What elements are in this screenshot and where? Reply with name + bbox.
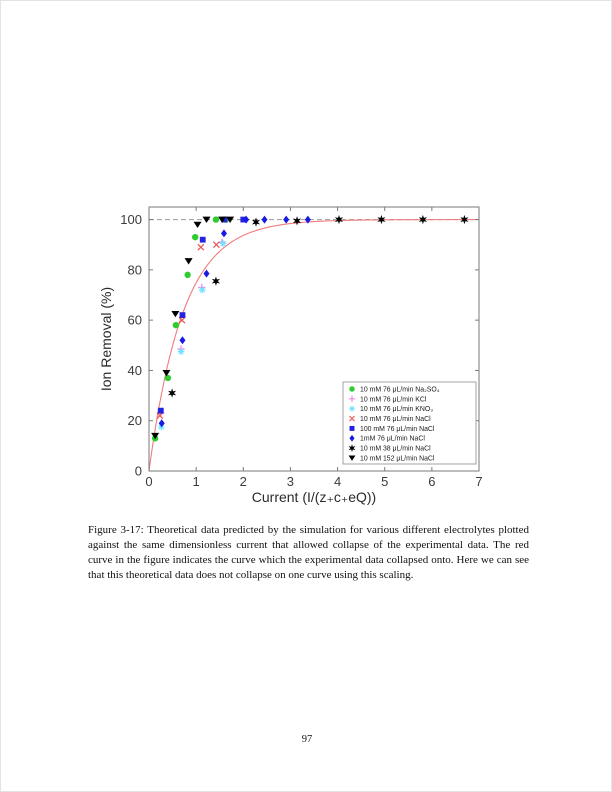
series-7 <box>151 216 235 440</box>
x-tick-label: 7 <box>475 474 482 489</box>
y-tick-label: 60 <box>128 313 142 328</box>
x-tick-label: 1 <box>193 474 200 489</box>
legend-entry-label: 10 mM 76 μL/min Na₂SO₄ <box>360 386 440 393</box>
legend-entry-2: 10 mM 76 μL/min KNO₃ <box>349 405 433 413</box>
legend-entry-label: 10 mM 38 μL/min NaCl <box>360 446 431 453</box>
y-tick-label: 80 <box>128 262 142 277</box>
legend-entry-5: 1mM 76 μL/min NaCl <box>349 434 425 443</box>
plot-box <box>148 206 480 472</box>
x-axis-label: Current (I/(z₊c₊eQ)) <box>252 489 376 505</box>
x-tick-label: 6 <box>428 474 435 489</box>
series-0 <box>151 216 230 442</box>
legend-box <box>342 381 477 465</box>
y-tick-label: 40 <box>128 363 142 378</box>
legend-entry-label: 1mM 76 μL/min NaCl <box>360 436 425 443</box>
series-5 <box>158 215 311 428</box>
legend-entry-4: 100 mM 76 μL/min NaCl <box>349 426 435 433</box>
legend-entry-label: 10 mM 76 μL/min KNO₃ <box>360 406 433 413</box>
series-2 <box>157 240 227 431</box>
legend-entry-label: 10 mM 152 μL/min NaCl <box>360 455 435 462</box>
legend-entry-label: 10 mM 76 μL/min NaCl <box>360 416 431 423</box>
x-tick-label: 2 <box>240 474 247 489</box>
x-tick-label: 4 <box>334 474 341 489</box>
series-6 <box>168 214 469 398</box>
legend-entry-3: 10 mM 76 μL/min NaCl <box>349 415 431 423</box>
x-tick-label: 0 <box>145 474 152 489</box>
legend-entry-6: 10 mM 38 μL/min NaCl <box>348 444 431 453</box>
series-3 <box>156 241 220 420</box>
y-axis-label: Ion Removal (%) <box>98 287 114 391</box>
legend-entry-0: 10 mM 76 μL/min Na₂SO₄ <box>349 386 440 393</box>
figure-caption: Figure 3-17: Theoretical data predicted … <box>88 524 529 581</box>
legend-entry-label: 100 mM 76 μL/min NaCl <box>360 426 435 433</box>
x-tick-label: 5 <box>381 474 388 489</box>
page-number: 97 <box>301 734 313 745</box>
series-1 <box>157 238 226 417</box>
legend-entry-1: 10 mM 76 μL/min KCl <box>348 395 427 403</box>
y-tick-label: 100 <box>120 212 142 227</box>
x-tick-label: 3 <box>287 474 294 489</box>
figure-chart: 0 1 2 3 4 5 6 7 0 20 40 60 80 100 Current (I/(z₊c₊eQ))… <box>98 206 483 505</box>
legend-entry-7: 10 mM 152 μL/min NaCl <box>348 455 435 462</box>
legend-entry-label: 10 mM 76 μL/min KCl <box>360 396 427 403</box>
y-tick-label: 20 <box>128 413 142 428</box>
y-tick-label: 0 <box>135 464 142 479</box>
